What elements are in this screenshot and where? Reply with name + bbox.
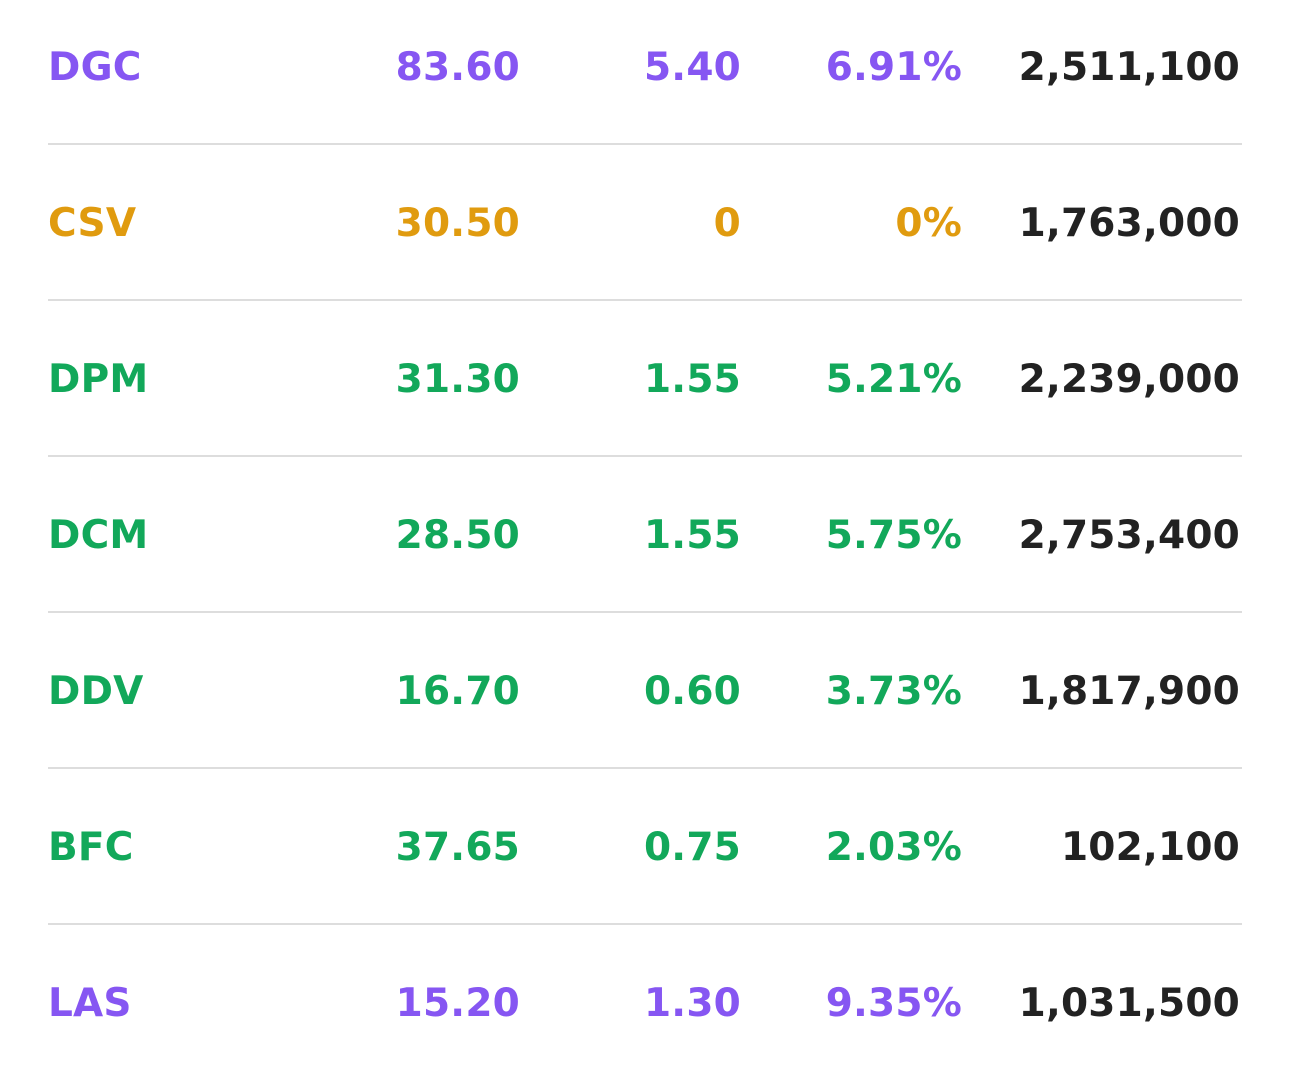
stock-price: 37.65 — [395, 824, 520, 870]
trading-volume: 1,031,500 — [1018, 980, 1240, 1026]
stock-row-dpm[interactable]: DPM 31.30 1.55 5.21% 2,239,000 — [48, 301, 1242, 457]
trading-volume: 2,753,400 — [1018, 512, 1240, 558]
trading-volume: 1,763,000 — [1018, 200, 1240, 246]
percent-change: 6.91% — [825, 44, 962, 90]
percent-change: 9.35% — [825, 980, 962, 1026]
stock-row-ddv[interactable]: DDV 16.70 0.60 3.73% 1,817,900 — [48, 613, 1242, 769]
price-change: 0.75 — [643, 824, 741, 870]
stock-price: 30.50 — [395, 200, 520, 246]
price-change: 0 — [713, 200, 741, 246]
stock-symbol: DCM — [48, 512, 149, 558]
stock-symbol: CSV — [48, 200, 137, 246]
stock-symbol: DDV — [48, 668, 144, 714]
stock-row-dgc[interactable]: DGC 83.60 5.40 6.91% 2,511,100 — [48, 0, 1242, 145]
stock-symbol: BFC — [48, 824, 134, 870]
stock-row-csv[interactable]: CSV 30.50 0 0% 1,763,000 — [48, 145, 1242, 301]
trading-volume: 102,100 — [1060, 824, 1240, 870]
percent-change: 3.73% — [825, 668, 962, 714]
stock-row-dcm[interactable]: DCM 28.50 1.55 5.75% 2,753,400 — [48, 457, 1242, 613]
stock-price: 28.50 — [395, 512, 520, 558]
stock-price: 83.60 — [395, 44, 520, 90]
stock-price: 15.20 — [395, 980, 520, 1026]
trading-volume: 2,239,000 — [1018, 356, 1240, 402]
stock-symbol: DGC — [48, 44, 142, 90]
stock-symbol: LAS — [48, 980, 132, 1026]
stock-symbol: DPM — [48, 356, 149, 402]
stock-row-bfc[interactable]: BFC 37.65 0.75 2.03% 102,100 — [48, 769, 1242, 925]
percent-change: 5.21% — [825, 356, 962, 402]
trading-volume: 2,511,100 — [1018, 44, 1240, 90]
price-change: 1.55 — [643, 512, 741, 558]
percent-change: 5.75% — [825, 512, 962, 558]
price-change: 1.55 — [643, 356, 741, 402]
percent-change: 0% — [895, 200, 962, 246]
percent-change: 2.03% — [825, 824, 962, 870]
trading-volume: 1,817,900 — [1018, 668, 1240, 714]
price-change: 5.40 — [643, 44, 741, 90]
price-change: 0.60 — [643, 668, 741, 714]
price-change: 1.30 — [643, 980, 741, 1026]
stock-price: 31.30 — [395, 356, 520, 402]
stock-price: 16.70 — [395, 668, 520, 714]
stock-row-las[interactable]: LAS 15.20 1.30 9.35% 1,031,500 — [48, 925, 1242, 1081]
